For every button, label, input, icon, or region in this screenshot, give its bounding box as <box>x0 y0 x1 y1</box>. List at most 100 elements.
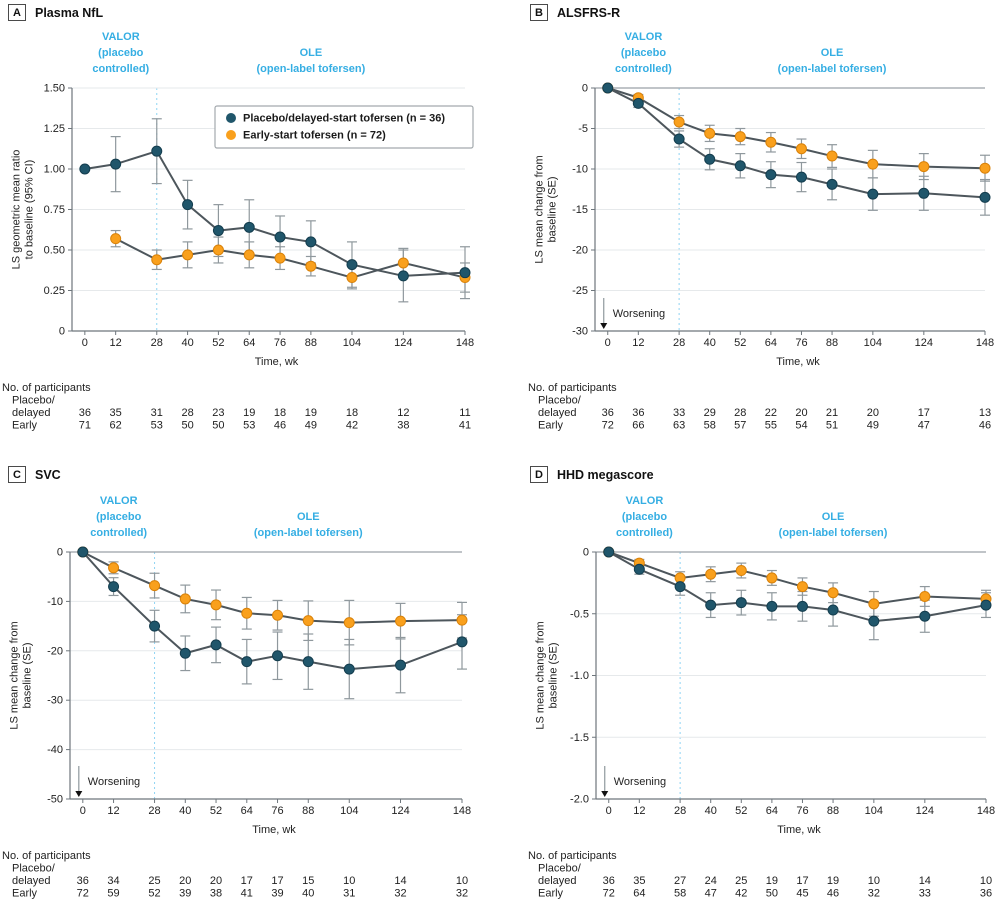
phase-label-valor: VALOR <box>626 495 664 507</box>
participants-value: 42 <box>735 888 747 900</box>
x-tick-label: 148 <box>976 337 994 349</box>
y-tick-label: -1.0 <box>570 670 589 682</box>
y-tick-label: 0 <box>59 326 65 338</box>
participants-value: 53 <box>243 420 255 432</box>
participants-value: 50 <box>212 420 224 432</box>
participants-value: 17 <box>918 407 930 419</box>
participants-value: 18 <box>346 407 358 419</box>
participants-value: 58 <box>704 420 716 432</box>
panel-letter-badge: D <box>530 466 548 483</box>
participants-value: 20 <box>210 875 222 887</box>
participants-row-label: Early <box>538 420 564 432</box>
y-tick-label: -2.0 <box>570 794 589 806</box>
participants-value: 71 <box>79 420 91 432</box>
participants-value: 22 <box>765 407 777 419</box>
panel-header: B ALSFRS-R <box>530 4 620 21</box>
y-tick-label: 0 <box>582 83 588 95</box>
legend-box <box>214 105 474 149</box>
participants-value: 35 <box>633 875 645 887</box>
participants-value: 66 <box>632 420 644 432</box>
phase-label-valor: controlled) <box>615 63 672 75</box>
y-axis-title: LS mean change from baseline (SE) <box>9 621 34 729</box>
y-tick-label: -1.5 <box>570 732 589 744</box>
phase-label-valor: controlled) <box>90 527 147 539</box>
participants-value: 50 <box>766 888 778 900</box>
participants-value: 38 <box>210 888 222 900</box>
data-point-teal <box>918 187 930 199</box>
panel-title: Plasma NfL <box>35 5 104 20</box>
phase-label-valor: VALOR <box>100 495 138 507</box>
x-tick-label: 64 <box>241 805 253 817</box>
participants-value: 57 <box>734 420 746 432</box>
data-point-teal <box>735 597 747 609</box>
data-point-orange <box>979 162 991 174</box>
data-point-teal <box>456 636 468 648</box>
y-tick-label: -40 <box>47 744 63 756</box>
participants-value: 35 <box>110 407 122 419</box>
data-point-orange <box>210 599 222 611</box>
data-point-teal <box>704 153 716 165</box>
participants-value: 10 <box>343 875 355 887</box>
x-tick-label: 12 <box>633 805 645 817</box>
data-point-orange <box>149 580 161 592</box>
participants-value: 62 <box>110 420 122 432</box>
x-tick-label: 104 <box>343 337 361 349</box>
data-point-orange <box>305 260 317 272</box>
y-tick-label: 0.50 <box>44 245 65 257</box>
data-point-teal <box>919 610 931 622</box>
panel-svc: C SVC VALOR (placebo controlled) OLE (open-l… <box>0 462 500 924</box>
participants-value: 36 <box>77 875 89 887</box>
participants-header: No. of participants <box>2 850 91 862</box>
participants-value: 27 <box>674 875 686 887</box>
participants-value: 23 <box>212 407 224 419</box>
participants-value: 36 <box>632 407 644 419</box>
x-tick-label: 0 <box>80 805 86 817</box>
data-point-teal <box>674 581 686 593</box>
svg-text:to baseline (95% CI): to baseline (95% CI) <box>24 160 36 260</box>
y-tick-label: -20 <box>47 645 63 657</box>
x-tick-label: 28 <box>673 337 685 349</box>
panel-header: D HHD megascore <box>530 466 654 483</box>
x-tick-label: 104 <box>865 805 883 817</box>
y-tick-label: -10 <box>572 164 588 176</box>
legend-label: Early-start tofersen (n = 72) <box>243 130 386 142</box>
x-tick-label: 52 <box>735 805 747 817</box>
y-tick-label: -50 <box>47 794 63 806</box>
participants-row-label: Placebo/ <box>538 863 582 875</box>
participants-value: 72 <box>77 888 89 900</box>
data-point-teal <box>765 169 777 181</box>
svg-text:LS mean change from: LS mean change from <box>535 621 547 729</box>
data-point-teal <box>343 663 355 675</box>
x-tick-label: 148 <box>453 805 471 817</box>
participants-value: 51 <box>826 420 838 432</box>
participants-value: 63 <box>673 420 685 432</box>
data-point-orange <box>151 254 163 266</box>
participants-value: 52 <box>148 888 160 900</box>
data-point-teal <box>826 178 838 190</box>
y-tick-label: 0 <box>57 547 63 559</box>
participants-row-label: delayed <box>12 875 51 887</box>
participants-value: 17 <box>796 875 808 887</box>
participants-value: 41 <box>459 420 471 432</box>
x-tick-label: 28 <box>674 805 686 817</box>
participants-value: 41 <box>241 888 253 900</box>
participants-header: No. of participants <box>528 382 617 394</box>
participants-value: 20 <box>179 875 191 887</box>
data-point-orange <box>395 615 407 627</box>
participants-value: 20 <box>795 407 807 419</box>
phase-label-ole: (open-label tofersen) <box>254 527 363 539</box>
participants-value: 19 <box>827 875 839 887</box>
x-tick-label: 12 <box>110 337 122 349</box>
series-line-teal <box>82 551 463 671</box>
participants-value: 13 <box>979 407 991 419</box>
svg-text:LS mean change from: LS mean change from <box>9 621 21 729</box>
panel-title: SVC <box>35 467 61 482</box>
participants-value: 14 <box>394 875 406 887</box>
legend-label: Placebo/delayed-start tofersen (n = 36) <box>243 113 445 125</box>
participants-value: 49 <box>867 420 879 432</box>
data-point-teal <box>459 267 471 279</box>
participants-value: 40 <box>302 888 314 900</box>
participants-value: 10 <box>456 875 468 887</box>
worsening-arrowhead <box>600 323 608 329</box>
participants-value: 39 <box>179 888 191 900</box>
